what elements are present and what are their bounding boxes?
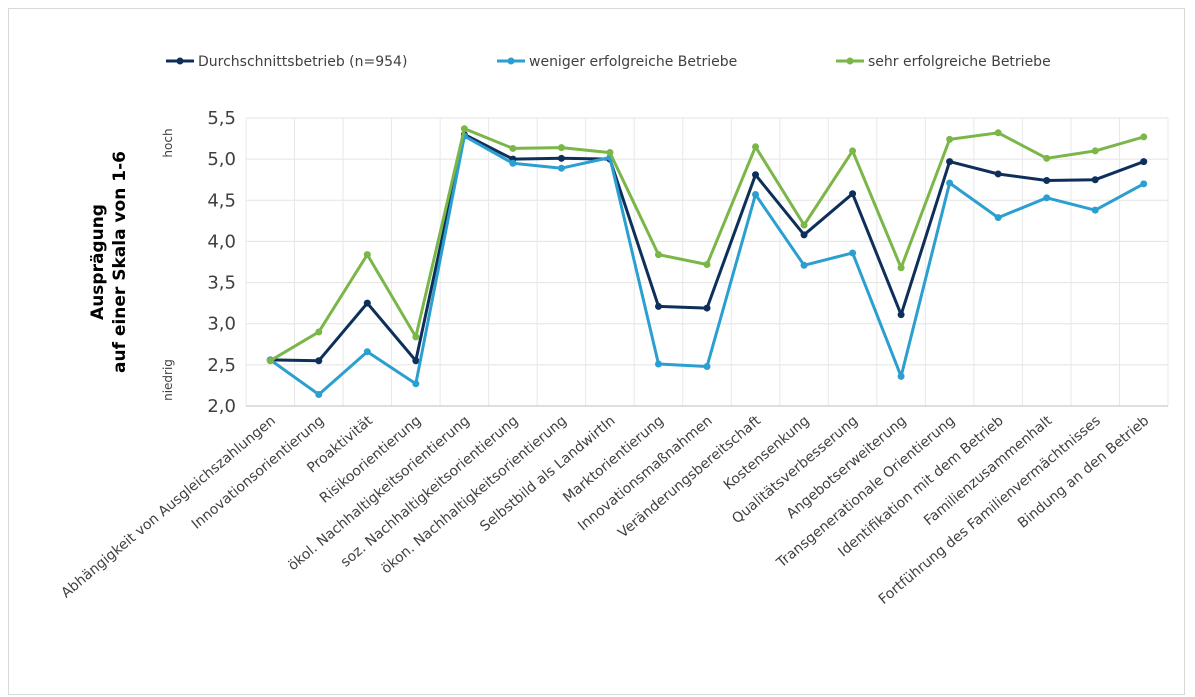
x-tick-label: Transgenerationale Orientierung [773,413,958,572]
legend: Durchschnittsbetrieb (n=954) weniger erfo… [166,54,1051,70]
y-tick-label: 5,5 [207,108,236,129]
data-point [654,251,662,259]
series-line-2 [269,127,1145,362]
y-tick-label: 5,0 [207,149,236,170]
y-axis-high-label: hoch [161,128,175,157]
data-point [654,360,662,368]
data-point [460,125,468,133]
data-point [363,348,371,356]
x-tick-label: soz. Nachhaltigkeitsorientierung [338,413,522,571]
data-point [994,214,1002,222]
data-point [509,159,517,167]
y-tick-label: 4,5 [207,190,236,211]
legend-label: sehr erfolgreiche Betriebe [868,54,1051,70]
data-point [849,190,857,198]
data-point [606,149,614,157]
y-tick-label: 2,5 [207,355,236,376]
data-point [946,179,954,187]
data-point [412,333,420,341]
data-point [1091,147,1099,155]
data-point [412,357,420,365]
data-point [557,164,565,172]
data-point [1043,177,1051,185]
y-tick-label: 4,0 [207,231,236,252]
data-point [363,299,371,307]
legend-label: Durchschnittsbetrieb (n=954) [198,54,407,70]
data-point [557,144,565,152]
y-axis-ticks: 2,0 2,5 3,0 3,5 4,0 4,5 5,0 5,5 [207,108,236,417]
legend-marker [507,57,515,65]
y-tick-label: 3,0 [207,314,236,335]
y-tick-label: 3,5 [207,273,236,294]
data-point [315,390,323,398]
y-axis-low-label: niedrig [161,359,175,401]
data-point [897,264,905,272]
series-line-0 [270,133,1145,363]
data-point [703,260,711,268]
data-point [1043,154,1051,162]
x-tick-label: ökol. Nachhaltigkeitsorientierung [285,413,473,574]
data-point [1140,158,1148,166]
data-point [1091,206,1099,214]
data-point [849,147,857,155]
data-point [315,328,323,336]
data-point [800,261,808,269]
data-point [1043,194,1051,202]
data-point [752,143,760,151]
legend-marker [846,57,854,65]
legend-marker [176,57,184,65]
data-point [800,221,808,229]
y-tick-label: 2,0 [207,396,236,417]
data-point [654,302,662,310]
data-point [849,249,857,257]
data-point [946,158,954,166]
data-point [897,311,905,319]
x-axis-ticks: Abhängigkeit von AusgleichszahlungenInno… [58,412,1152,607]
data-point [897,372,905,380]
series-lines [266,125,1148,398]
data-point [266,357,274,365]
chart-frame [8,8,1185,695]
data-point [363,251,371,259]
legend-label: weniger erfolgreiche Betriebe [529,54,737,70]
data-point [1140,180,1148,188]
data-point [994,170,1002,178]
x-tick-label: Abhängigkeit von Ausgleichszahlungen [58,413,278,602]
data-point [994,129,1002,137]
data-point [1091,176,1099,184]
data-point [315,357,323,365]
data-point [1140,133,1148,141]
data-point [703,363,711,371]
data-point [703,304,711,312]
data-point [946,135,954,143]
data-point [752,171,760,179]
data-point [509,144,517,152]
data-point [752,191,760,199]
x-tick-label: Fortführung des Familienvermächtnisses [876,413,1104,608]
data-point [412,380,420,388]
y-axis-label-line1: Ausprägung [88,204,108,320]
data-point [800,231,808,239]
x-tick-label: Kostensenkung [721,413,813,494]
data-point [557,154,565,162]
y-axis-label-line2: auf einer Skala von 1-6 [110,151,130,373]
